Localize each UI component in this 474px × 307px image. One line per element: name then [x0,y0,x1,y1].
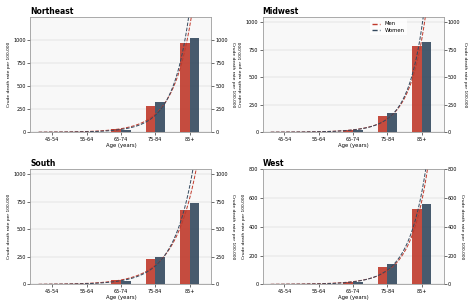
Bar [111,280,121,285]
Bar [412,209,422,285]
Legend: Men, Women: Men, Women [370,19,407,35]
Bar [387,264,397,285]
Bar [121,281,130,285]
Bar [77,284,87,285]
Text: Northeast: Northeast [30,7,74,16]
Bar [344,130,353,132]
Bar [378,116,387,132]
Text: Midwest: Midwest [263,7,299,16]
Bar [378,267,387,285]
Bar [43,284,52,285]
Bar [121,130,130,132]
Y-axis label: Crude death rate per 100,000: Crude death rate per 100,000 [231,194,235,259]
X-axis label: Age (years): Age (years) [106,295,137,300]
Y-axis label: Crude death rate per 100,000: Crude death rate per 100,000 [7,42,11,107]
Y-axis label: Crude death rate per 100,000: Crude death rate per 100,000 [239,42,243,107]
Bar [319,284,328,285]
Bar [87,284,96,285]
Bar [111,129,121,132]
Y-axis label: Crude death rate per 100,000: Crude death rate per 100,000 [463,42,467,107]
Bar [353,282,363,285]
X-axis label: Age (years): Age (years) [106,143,137,148]
Text: South: South [30,159,56,168]
X-axis label: Age (years): Age (years) [337,143,368,148]
Text: West: West [263,159,284,168]
Bar [190,203,199,285]
Bar [155,257,165,285]
Y-axis label: Crude death rate per 100,000: Crude death rate per 100,000 [7,194,11,259]
Bar [387,113,397,132]
Bar [146,107,155,132]
Bar [180,43,190,132]
Bar [190,38,199,132]
Bar [309,284,319,285]
Bar [412,46,422,132]
Y-axis label: Crude death rate per 100,000: Crude death rate per 100,000 [231,42,235,107]
Bar [422,204,431,285]
X-axis label: Age (years): Age (years) [337,295,368,300]
Y-axis label: Crude death rate per 100,000: Crude death rate per 100,000 [242,194,246,259]
Bar [344,282,353,285]
Bar [155,102,165,132]
Bar [422,42,431,132]
Bar [180,210,190,285]
Y-axis label: Crude death rate per 100,000: Crude death rate per 100,000 [460,194,464,259]
Bar [353,130,363,132]
Bar [146,259,155,285]
